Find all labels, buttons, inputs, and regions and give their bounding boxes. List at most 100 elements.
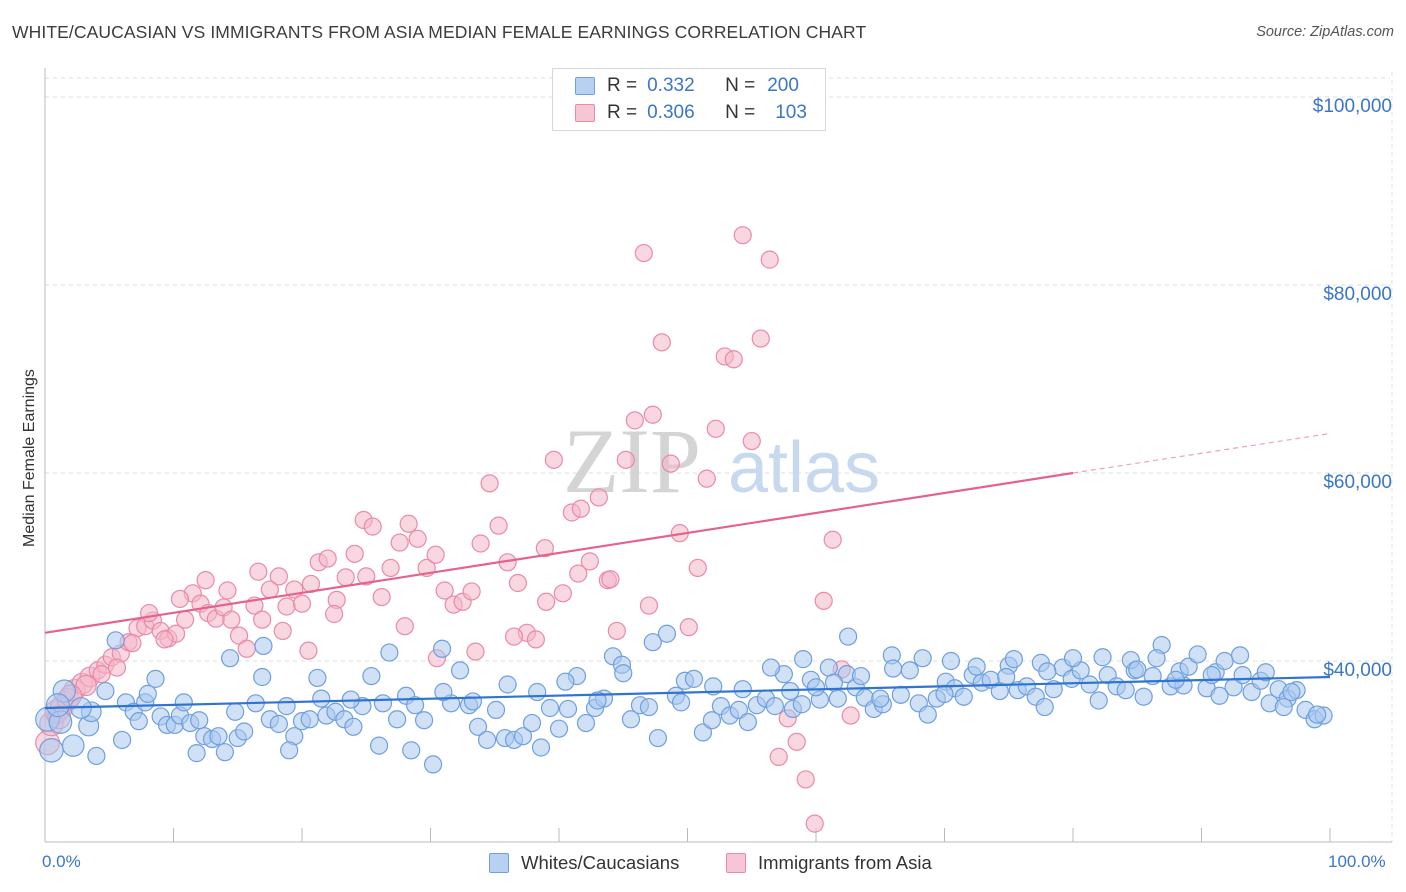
point-immigrants-from-asia bbox=[253, 610, 272, 629]
legend-r-value: 0.306 bbox=[647, 102, 695, 123]
point-immigrants-from-asia bbox=[299, 641, 318, 660]
legend-swatch-pink bbox=[575, 104, 595, 122]
point-whites-caucasians bbox=[806, 678, 826, 697]
point-whites-caucasians bbox=[513, 727, 533, 746]
point-immigrants-from-asia bbox=[760, 250, 779, 269]
legend-swatch-blue bbox=[575, 77, 595, 95]
point-whites-caucasians bbox=[414, 711, 434, 730]
point-whites-caucasians bbox=[643, 633, 662, 652]
point-whites-caucasians bbox=[839, 627, 858, 646]
point-whites-caucasians bbox=[819, 658, 838, 677]
series-legend-label: Immigrants from Asia bbox=[758, 852, 932, 873]
point-whites-caucasians bbox=[883, 659, 903, 678]
point-whites-caucasians bbox=[1134, 687, 1153, 706]
point-whites-caucasians bbox=[468, 717, 488, 736]
point-immigrants-from-asia bbox=[661, 454, 680, 473]
chart-title: WHITE/CAUCASIAN VS IMMIGRANTS FROM ASIA … bbox=[12, 22, 867, 42]
point-whites-caucasians bbox=[935, 684, 954, 704]
point-whites-caucasians bbox=[528, 682, 547, 702]
point-whites-caucasians bbox=[387, 710, 407, 729]
point-whites-caucasians bbox=[693, 723, 713, 742]
point-whites-caucasians bbox=[1063, 649, 1083, 668]
point-whites-caucasians bbox=[380, 643, 399, 662]
point-whites-caucasians bbox=[190, 711, 209, 730]
point-immigrants-from-asia bbox=[249, 562, 268, 581]
point-whites-caucasians bbox=[1093, 648, 1112, 667]
point-whites-caucasians bbox=[209, 727, 228, 746]
point-immigrants-from-asia bbox=[643, 405, 662, 424]
y-tick-labels: $40,000 $60,000 $80,000 $100,000 bbox=[1313, 96, 1392, 681]
point-whites-caucasians bbox=[556, 672, 575, 691]
point-whites-caucasians bbox=[671, 693, 691, 712]
point-whites-caucasians bbox=[308, 668, 327, 688]
trend-lines bbox=[44, 432, 1331, 710]
point-immigrants-from-asia bbox=[357, 567, 376, 586]
point-immigrants-from-asia bbox=[814, 591, 833, 610]
x-tick-label-max: 100.0% bbox=[1328, 852, 1386, 871]
point-immigrants-from-asia bbox=[697, 469, 716, 488]
point-immigrants-from-asia bbox=[535, 539, 554, 558]
x-tick-label-min: 0.0% bbox=[42, 852, 81, 871]
point-immigrants-from-asia bbox=[634, 243, 653, 263]
point-immigrants-from-asia bbox=[336, 568, 355, 587]
point-whites-caucasians bbox=[871, 689, 890, 708]
point-immigrants-from-asia bbox=[155, 630, 174, 649]
point-whites-caucasians bbox=[733, 680, 752, 699]
series-legend-asia: Immigrants from Asia bbox=[726, 852, 932, 874]
series-immigrants-from-asia bbox=[35, 226, 860, 833]
point-whites-caucasians bbox=[738, 712, 757, 732]
point-whites-caucasians bbox=[450, 661, 470, 680]
point-whites-caucasians bbox=[1233, 665, 1252, 685]
series-legend: Whites/Caucasians Immigrants from Asia bbox=[0, 852, 1406, 878]
y-tick-label: $40,000 bbox=[1323, 660, 1392, 681]
point-whites-caucasians bbox=[146, 669, 165, 688]
point-immigrants-from-asia bbox=[395, 617, 414, 636]
point-immigrants-from-asia bbox=[796, 770, 815, 789]
point-whites-caucasians bbox=[498, 675, 517, 694]
point-whites-caucasians bbox=[1128, 660, 1147, 679]
point-whites-caucasians bbox=[362, 666, 381, 686]
point-whites-caucasians bbox=[112, 730, 132, 750]
series-legend-whites: Whites/Caucasians bbox=[489, 852, 679, 874]
point-whites-caucasians bbox=[1035, 697, 1054, 717]
point-whites-caucasians bbox=[477, 730, 497, 750]
point-immigrants-from-asia bbox=[841, 706, 860, 725]
point-immigrants-from-asia bbox=[480, 474, 499, 493]
point-immigrants-from-asia bbox=[92, 665, 111, 684]
point-whites-caucasians bbox=[1038, 662, 1057, 681]
legend-r-value: 0.332 bbox=[647, 75, 695, 96]
point-whites-caucasians bbox=[1256, 663, 1275, 682]
point-whites-caucasians bbox=[373, 694, 393, 713]
point-whites-caucasians bbox=[913, 649, 932, 668]
point-immigrants-from-asia bbox=[277, 597, 296, 616]
point-whites-caucasians bbox=[648, 728, 668, 748]
point-immigrants-from-asia bbox=[508, 573, 527, 593]
point-whites-caucasians bbox=[106, 631, 125, 650]
point-whites-caucasians bbox=[96, 681, 115, 701]
point-whites-caucasians bbox=[300, 710, 319, 729]
point-whites-caucasians bbox=[702, 711, 722, 730]
point-immigrants-from-asia bbox=[170, 589, 190, 609]
point-immigrants-from-asia bbox=[571, 499, 590, 518]
point-immigrants-from-asia bbox=[408, 529, 427, 548]
point-immigrants-from-asia bbox=[537, 592, 556, 611]
point-immigrants-from-asia bbox=[787, 732, 806, 751]
point-whites-caucasians bbox=[824, 673, 844, 692]
point-whites-caucasians bbox=[684, 669, 704, 688]
point-whites-caucasians bbox=[87, 746, 106, 766]
trend-line-asia bbox=[44, 471, 1074, 634]
point-immigrants-from-asia bbox=[399, 514, 418, 533]
point-whites-caucasians bbox=[997, 667, 1016, 687]
point-whites-caucasians bbox=[277, 697, 296, 716]
series-whites-caucasians bbox=[35, 624, 1333, 774]
point-immigrants-from-asia bbox=[742, 431, 761, 451]
y-tick-label: $60,000 bbox=[1323, 472, 1392, 493]
point-whites-caucasians bbox=[639, 697, 659, 717]
point-whites-caucasians bbox=[729, 700, 749, 719]
point-immigrants-from-asia bbox=[218, 581, 237, 600]
point-immigrants-from-asia bbox=[679, 618, 698, 637]
legend-r-label: R = bbox=[607, 102, 638, 123]
point-whites-caucasians bbox=[280, 741, 299, 760]
point-immigrants-from-asia bbox=[805, 814, 824, 833]
point-immigrants-from-asia bbox=[196, 571, 215, 590]
